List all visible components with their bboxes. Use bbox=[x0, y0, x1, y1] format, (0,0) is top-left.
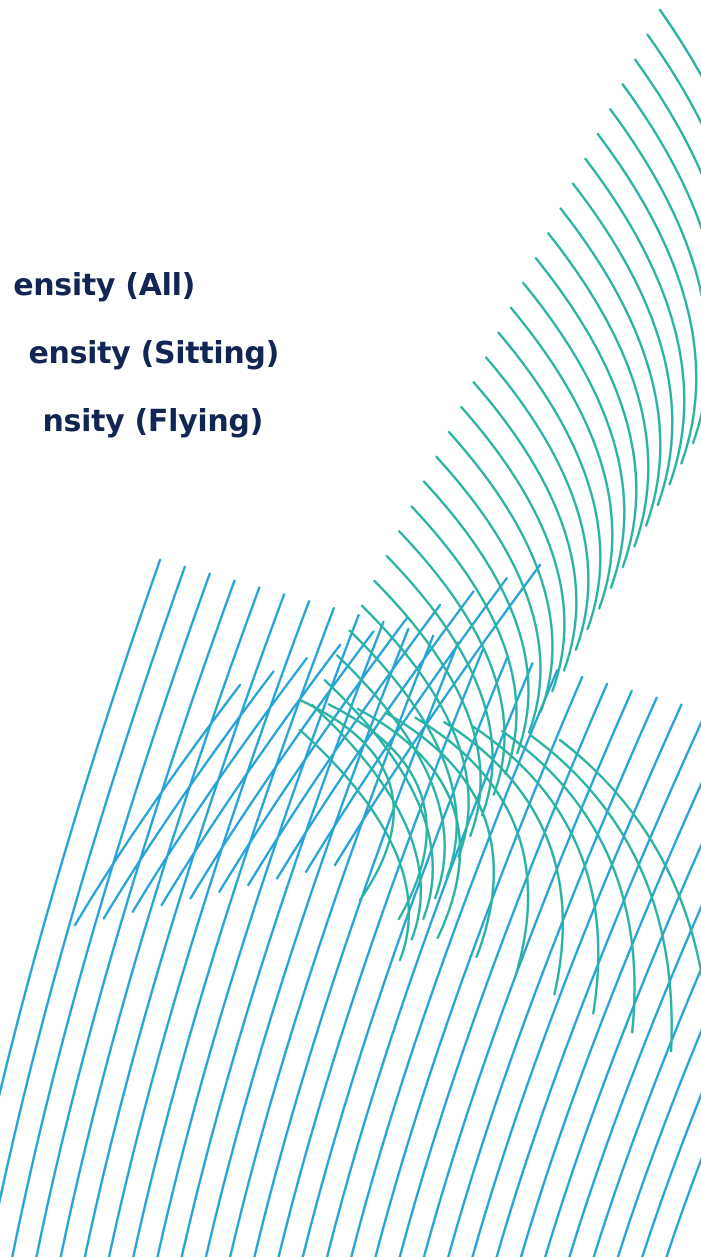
teal-wave-line bbox=[385, 555, 494, 817]
blue-wave-line bbox=[160, 643, 342, 907]
teal-wave-line bbox=[534, 257, 638, 569]
blue-wave-line bbox=[0, 565, 186, 1205]
teal-wave-line bbox=[348, 629, 458, 879]
menu-item-density-all[interactable]: ensity (All) bbox=[13, 268, 195, 303]
teal-wave-line bbox=[497, 331, 602, 631]
teal-wave-line bbox=[485, 356, 590, 651]
blue-wave-line bbox=[447, 696, 658, 1257]
teal-wave-line bbox=[634, 58, 701, 176]
teal-wave-line bbox=[646, 33, 701, 126]
blue-wave-line bbox=[471, 703, 683, 1257]
teal-wave-line bbox=[529, 734, 673, 1053]
teal-wave-line bbox=[447, 430, 554, 713]
blue-wave-line bbox=[543, 842, 701, 1257]
teal-wave-line bbox=[298, 728, 411, 962]
teal-wave-line bbox=[336, 654, 446, 900]
blue-wave-line bbox=[374, 676, 584, 1257]
teal-wave-line bbox=[414, 716, 530, 977]
blue-wave-line bbox=[35, 579, 236, 1257]
teal-wave-line bbox=[410, 505, 518, 775]
blue-wave-line bbox=[131, 657, 308, 913]
teal-wave-line bbox=[571, 182, 674, 506]
blue-wave-line bbox=[247, 603, 442, 887]
teal-wave-line bbox=[658, 8, 701, 78]
blue-wave-line bbox=[641, 1091, 701, 1257]
teal-wave-line bbox=[472, 381, 578, 672]
blue-wave-line bbox=[102, 670, 275, 920]
teal-wave-line bbox=[398, 530, 506, 796]
blue-wave-line bbox=[253, 641, 460, 1257]
blue-wave-line bbox=[568, 904, 701, 1257]
teal-wave-line bbox=[609, 108, 701, 444]
blue-wave-line bbox=[495, 720, 701, 1257]
teal-wave-line bbox=[522, 281, 626, 589]
teal-wave-line bbox=[621, 83, 701, 231]
blue-wave-line bbox=[218, 617, 408, 893]
blue-wave-line bbox=[11, 572, 211, 1257]
teal-wave-line bbox=[558, 738, 701, 979]
blue-wave-line bbox=[59, 586, 261, 1257]
blue-wave-line bbox=[204, 627, 410, 1257]
teal-wave-line bbox=[385, 712, 496, 958]
blue-wave-line bbox=[592, 966, 701, 1257]
teal-wave-line bbox=[584, 157, 686, 486]
blue-wave-line bbox=[333, 563, 542, 867]
teal-wave-line bbox=[298, 698, 395, 902]
blue-wave-line bbox=[301, 655, 509, 1257]
teal-wave-line bbox=[547, 232, 650, 548]
teal-wave-line bbox=[509, 306, 614, 610]
teal-wave-line bbox=[360, 604, 470, 858]
blue-wave-line bbox=[0, 558, 162, 1098]
teal-wave-line bbox=[311, 704, 423, 941]
menu-item-label: ensity (Sitting) bbox=[28, 336, 280, 371]
blue-wave-line bbox=[156, 614, 360, 1257]
teal-wave-line bbox=[559, 207, 662, 527]
menu-item-density-flying[interactable]: nsity (Flying) bbox=[42, 404, 263, 439]
menu-item-density-sitting[interactable]: ensity (Sitting) bbox=[29, 336, 280, 371]
blue-wave-line bbox=[422, 689, 633, 1257]
menu-item-label: ensity (All) bbox=[13, 268, 195, 303]
teal-wave-line bbox=[435, 455, 542, 734]
blue-wave-line bbox=[277, 648, 484, 1257]
blue-wave-line bbox=[132, 607, 335, 1257]
teal-wave-line bbox=[443, 721, 565, 996]
blue-wave-line bbox=[616, 1028, 701, 1257]
teal-wave-line bbox=[356, 707, 462, 939]
blue-wave-line bbox=[519, 781, 701, 1257]
teal-wave-line bbox=[327, 703, 428, 921]
blue-wave-line bbox=[398, 682, 609, 1257]
teal-wave-line bbox=[472, 725, 600, 1015]
blue-wave-line bbox=[665, 1156, 701, 1257]
blue-wave-line bbox=[73, 683, 242, 927]
teal-wave-line bbox=[501, 729, 636, 1034]
teal-wave-line bbox=[596, 132, 698, 465]
blue-wave-line bbox=[350, 669, 559, 1257]
teal-wave-line bbox=[422, 480, 530, 755]
blue-wave-line bbox=[83, 593, 286, 1257]
teal-wave-line bbox=[323, 679, 434, 920]
blue-wave-line bbox=[189, 630, 375, 900]
menu-item-label: nsity (Flying) bbox=[42, 404, 263, 439]
teal-wave-line bbox=[460, 406, 566, 693]
